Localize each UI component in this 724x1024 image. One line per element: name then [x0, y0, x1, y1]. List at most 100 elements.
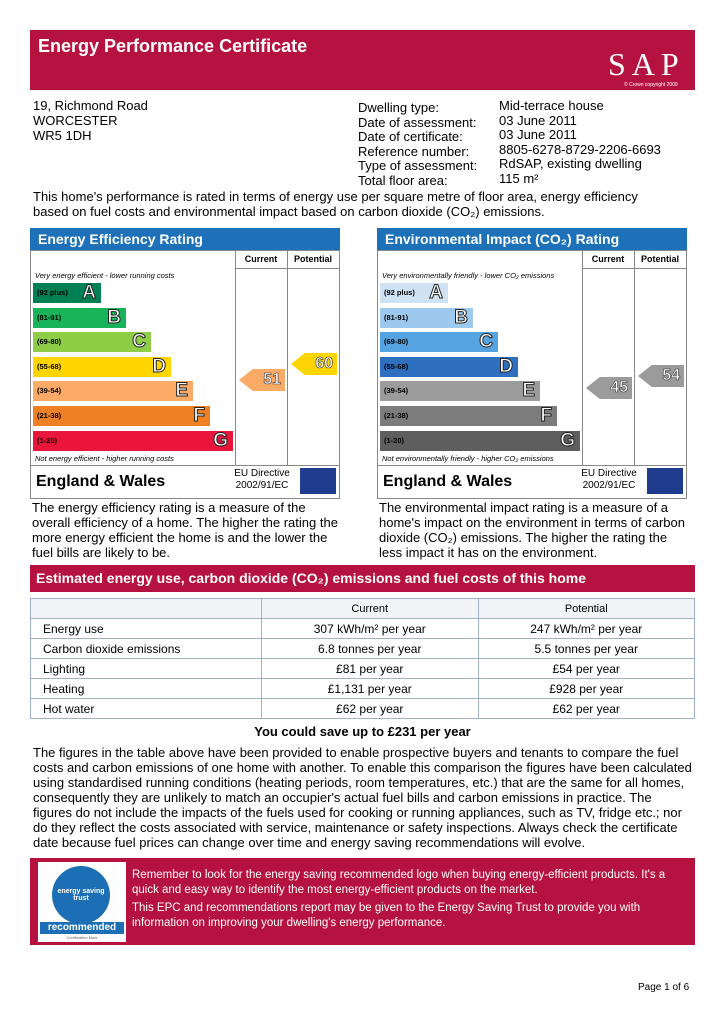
- address-line: WORCESTER: [33, 113, 118, 128]
- bottom-note: Not environmentally friendly - higher CO…: [382, 454, 554, 463]
- rating-band: (21-38) F: [33, 405, 210, 426]
- table-cell: £81 per year: [261, 658, 479, 679]
- rating-band: (55-68) D: [33, 355, 171, 377]
- copyright: © Crown copyright 2009: [624, 82, 678, 88]
- footer-rule: [30, 465, 340, 466]
- header-cell: Current: [261, 598, 479, 619]
- table-cell: Carbon dioxide emissions: [30, 638, 262, 659]
- column-rule: [634, 250, 635, 466]
- table-cell: 247 kWh/m² per year: [477, 618, 695, 639]
- panel-description: The environmental impact rating is a mea…: [379, 500, 685, 560]
- detail-label: Date of certificate:: [358, 129, 463, 144]
- band-range: (21-38): [37, 411, 62, 420]
- band-range: (69-80): [37, 337, 62, 347]
- table-cell: Hot water: [30, 698, 262, 719]
- table-row: Energy use 307 kWh/m² per year 247 kWh/m² …: [30, 618, 695, 639]
- panel-box: [30, 250, 340, 499]
- directive-line: 2002/91/EC: [235, 480, 289, 491]
- band-range: (92 plus): [384, 288, 415, 297]
- table-cell: 307 kWh/m² per year: [261, 618, 479, 639]
- rating-band: (1-20) G: [33, 430, 233, 451]
- band-letter: A: [82, 282, 97, 303]
- footer-paragraph: This EPC and recommendations report may …: [132, 902, 641, 929]
- table-cell: £1,131 per year: [261, 678, 479, 699]
- environment-panel: Environmental Impact (CO₂) Rating Current…: [377, 228, 687, 560]
- detail-label: Reference number:: [358, 143, 470, 159]
- band-range: (81-91): [37, 312, 62, 322]
- band-letter: B: [107, 306, 122, 328]
- table-cell: 5.5 tonnes per year: [477, 638, 695, 659]
- detail-value: 8805-6278-8729-2206-6693: [499, 141, 661, 157]
- panel-title: Energy Efficiency Rating: [30, 228, 340, 250]
- footer-box: energy saving trust recommended Certific…: [30, 858, 695, 945]
- rating-band: (69-80) C: [33, 331, 151, 353]
- table-cell: £62 per year: [261, 698, 479, 719]
- current-rating: 45: [586, 377, 632, 399]
- table-cell: Energy use: [30, 618, 262, 639]
- footer-rule: [377, 465, 687, 466]
- footer-text: Remember to look for the energy saving r…: [132, 868, 672, 931]
- region: England & Wales: [36, 473, 166, 490]
- header-cell: Potential: [477, 598, 695, 619]
- table-row: Lighting £81 per year £54 per year: [30, 658, 695, 679]
- footer-paragraph: Remember to look for the energy saving r…: [132, 869, 666, 896]
- logo-recommended: recommended: [40, 922, 124, 934]
- detail-label: Total floor area:: [358, 172, 448, 188]
- rating-band: (1-20) G: [380, 430, 580, 451]
- intro: This home's performance is rated in term…: [33, 189, 638, 219]
- band-range: (55-68): [384, 361, 409, 371]
- rating-band: (21-38) F: [380, 405, 557, 426]
- column-header: Potential: [287, 250, 339, 269]
- savings: You could save up to £231 per year: [254, 724, 471, 739]
- panel-box: [377, 250, 687, 499]
- band-letter: D: [499, 355, 514, 377]
- band-letter: C: [479, 331, 494, 353]
- band-range: (55-68): [37, 361, 62, 371]
- address: 19, Richmond Road WORCESTER WR5 1DH: [33, 98, 333, 143]
- bottom-note: Not energy efficient - higher running co…: [35, 454, 174, 463]
- detail-value: 03 June 2011: [499, 127, 577, 142]
- page-number: Page 1 of 6: [638, 982, 690, 993]
- band-range: (39-54): [384, 386, 409, 396]
- band-letter: D: [152, 355, 167, 377]
- table-row: Carbon dioxide emissions 6.8 tonnes per y…: [30, 638, 695, 659]
- band-letter: B: [454, 306, 469, 328]
- rating-band: (81-91) B: [33, 306, 126, 328]
- energy-panel: Energy Efficiency Rating Current Potential…: [30, 228, 340, 560]
- band-range: (39-54): [37, 386, 62, 396]
- table-header: Current Potential: [30, 598, 695, 619]
- band-range: (21-38): [384, 411, 409, 420]
- potential-rating: 54: [638, 365, 684, 387]
- top-note: Very environmentally friendly - lower CO…: [382, 271, 555, 280]
- logo-text: energy saving trust: [57, 888, 105, 902]
- detail-value: 115 m²: [499, 170, 539, 186]
- detail-value: Mid-terrace house: [499, 98, 604, 113]
- sap-logo: SAP: [608, 46, 685, 82]
- costs-table: Current Potential Energy use 307 kWh/m² per…: [30, 598, 695, 719]
- eu-flag: [300, 468, 336, 494]
- table-cell: £62 per year: [477, 698, 695, 719]
- logo-circle: [52, 866, 110, 924]
- eu-flag: [647, 468, 683, 494]
- band-range: (69-80): [384, 337, 409, 347]
- detail-label: Date of assessment:: [358, 114, 477, 130]
- band-range: (92 plus): [37, 288, 68, 297]
- rating-band: (92 plus) A: [33, 282, 101, 303]
- table-cell: 6.8 tonnes per year: [261, 638, 479, 659]
- est-logo: energy saving trust recommended Certific…: [38, 862, 126, 942]
- band-letter: F: [193, 405, 206, 426]
- directive: EU Directive 2002/91/EC: [573, 468, 645, 492]
- column-header: Current: [235, 250, 287, 269]
- header-title: Energy Performance Certificate: [38, 36, 308, 56]
- directive-line: EU Directive: [581, 468, 637, 479]
- band-letter: C: [132, 331, 147, 353]
- directive-line: EU Directive: [234, 468, 290, 479]
- header-band: Energy Performance Certificate SAP © Cro…: [30, 30, 695, 90]
- table-cell: Heating: [30, 678, 262, 699]
- band-letter: E: [522, 380, 536, 402]
- current-rating: 51: [239, 369, 285, 391]
- band-letter: F: [540, 405, 553, 426]
- logo-mark: Certification Mark: [66, 935, 98, 940]
- column-header: Potential: [634, 250, 686, 269]
